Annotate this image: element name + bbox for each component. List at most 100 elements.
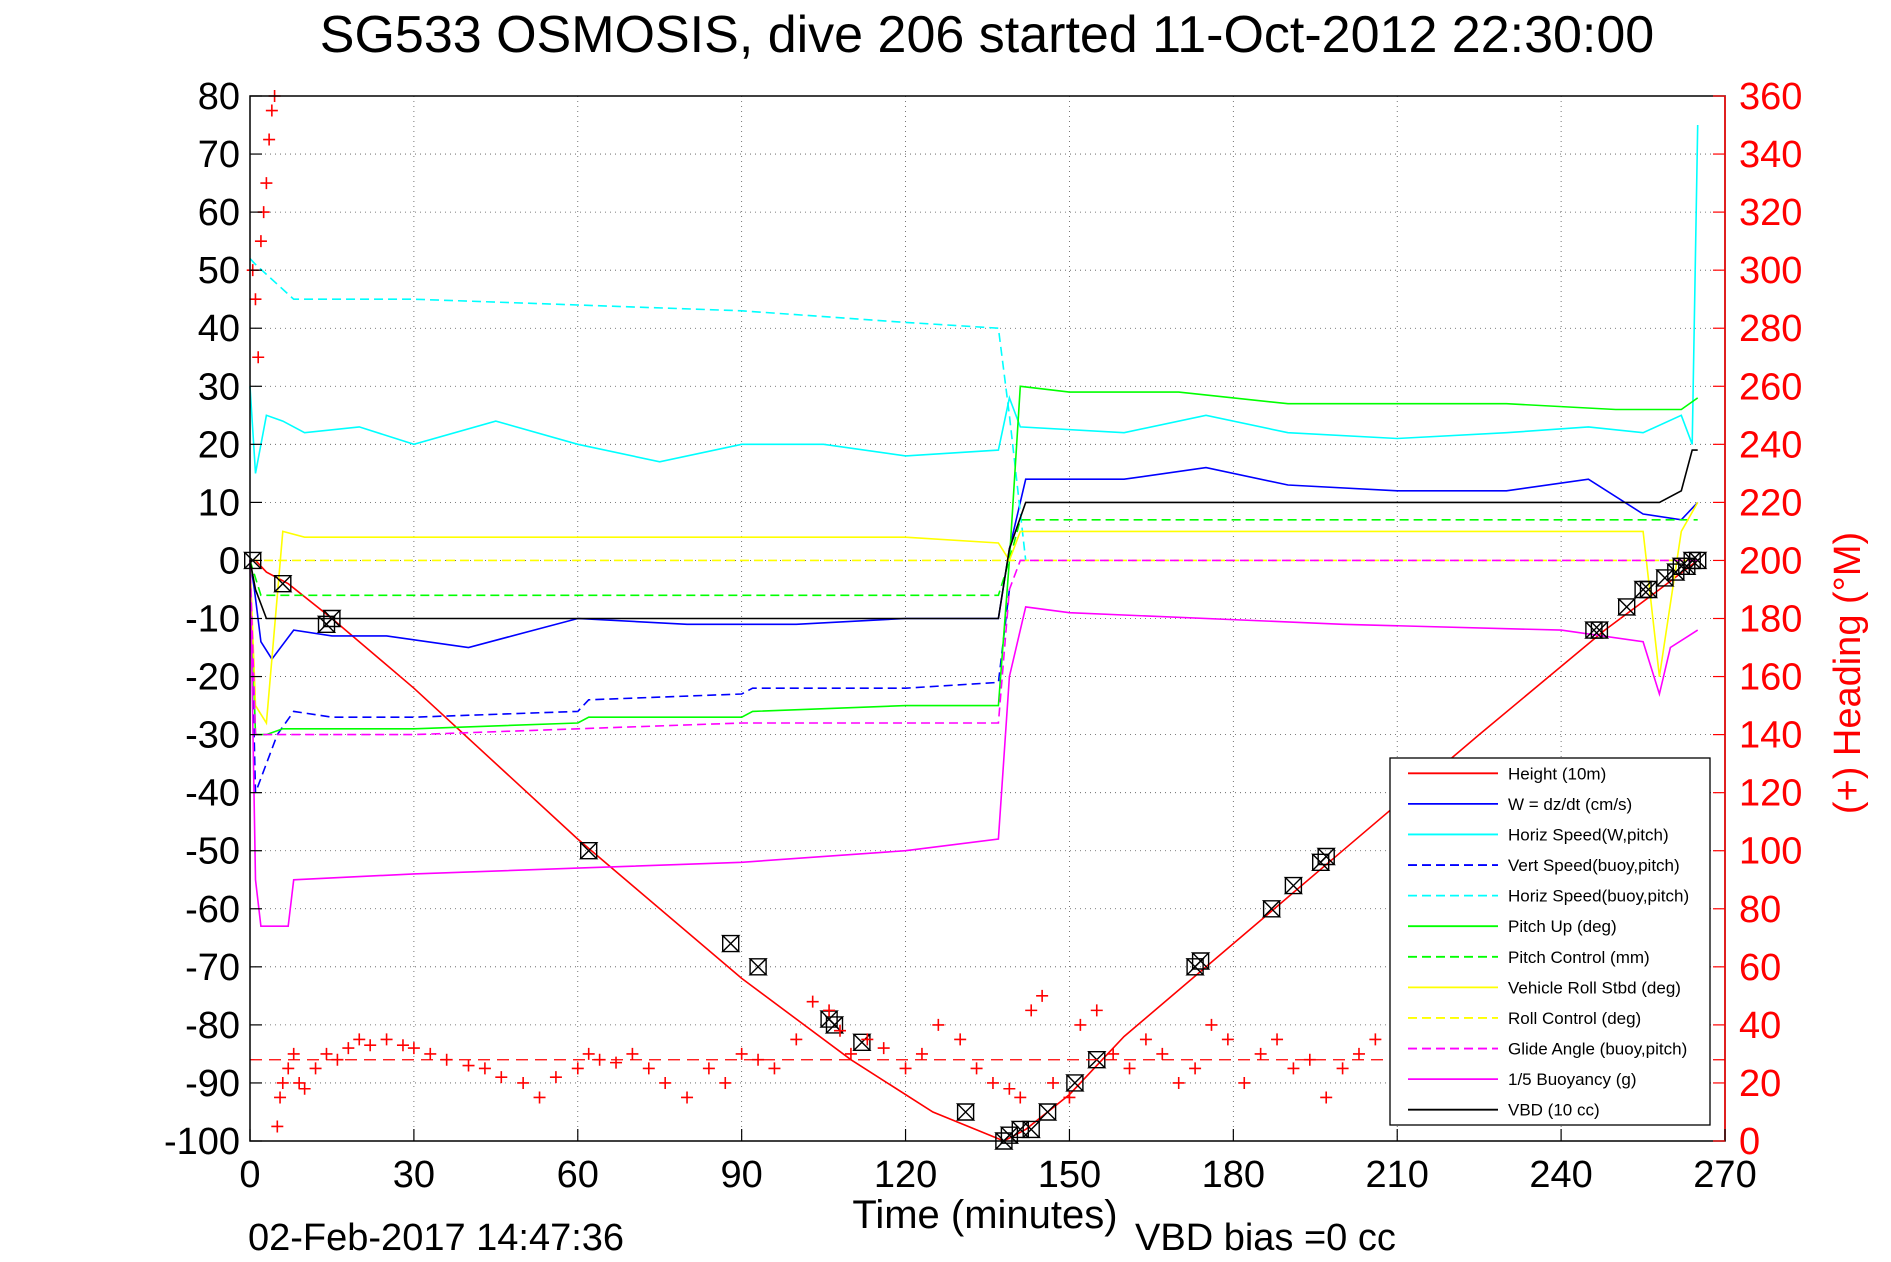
height-marker-glyph bbox=[579, 842, 599, 860]
height-marker-glyph bbox=[1037, 1103, 1058, 1121]
heading-point bbox=[1139, 1033, 1152, 1046]
heading-point bbox=[309, 1062, 322, 1075]
heading-point bbox=[582, 1047, 595, 1060]
height-marker-glyph bbox=[273, 575, 293, 593]
series-line bbox=[249, 449, 1698, 620]
y2-tick-label: 340 bbox=[1739, 134, 1802, 176]
legend-label: VBD (10 cc) bbox=[1508, 1101, 1600, 1120]
legend-label: Glide Angle (buoy,pitch) bbox=[1508, 1040, 1687, 1059]
heading-point bbox=[462, 1059, 475, 1072]
heading-point bbox=[298, 1082, 311, 1095]
heading-point bbox=[790, 1033, 803, 1046]
y-tick-label: -90 bbox=[185, 1063, 240, 1105]
heading-point bbox=[1287, 1062, 1300, 1075]
heading-point bbox=[986, 1076, 999, 1089]
y-tick-label: 70 bbox=[198, 134, 240, 176]
heading-point bbox=[752, 1053, 765, 1066]
heading-point bbox=[407, 1042, 420, 1055]
height-marker-glyph bbox=[955, 1103, 976, 1121]
heading-point bbox=[702, 1062, 715, 1075]
heading-point bbox=[768, 1062, 781, 1075]
heading-point bbox=[1238, 1076, 1251, 1089]
y-tick-label: 60 bbox=[198, 192, 240, 234]
height-marker bbox=[1283, 876, 1304, 895]
heading-point bbox=[1047, 1076, 1060, 1089]
height-marker bbox=[1316, 847, 1336, 866]
x-tick-label: 30 bbox=[393, 1154, 435, 1196]
heading-point bbox=[1172, 1076, 1185, 1089]
heading-point bbox=[320, 1047, 333, 1060]
heading-point bbox=[681, 1091, 694, 1104]
height-marker bbox=[748, 958, 768, 976]
y2-tick-label: 0 bbox=[1739, 1121, 1760, 1163]
series-line bbox=[249, 518, 1698, 597]
heading-point bbox=[593, 1053, 606, 1066]
heading-point bbox=[495, 1071, 508, 1084]
y-tick-label: 50 bbox=[198, 250, 240, 292]
y2-tick-label: 200 bbox=[1739, 540, 1802, 582]
height-marker-glyph bbox=[748, 958, 768, 976]
heading-point bbox=[260, 177, 273, 190]
heading-point bbox=[806, 995, 819, 1008]
legend-label: Vert Speed(buoy,pitch) bbox=[1508, 856, 1680, 875]
legend-label: Vehicle Roll Stbd (deg) bbox=[1508, 978, 1681, 997]
heading-point bbox=[478, 1062, 491, 1075]
height-marker bbox=[1065, 1074, 1085, 1092]
x-tick-label: 90 bbox=[721, 1154, 763, 1196]
height-marker-glyph bbox=[1261, 900, 1282, 918]
series-line bbox=[249, 559, 1698, 736]
series-line bbox=[249, 560, 1699, 928]
heading-point bbox=[899, 1062, 912, 1075]
legend-label: W = dz/dt (cm/s) bbox=[1508, 795, 1632, 814]
heading-point bbox=[263, 133, 276, 146]
series-line bbox=[249, 385, 1699, 736]
height-marker-glyph bbox=[1617, 598, 1637, 616]
heading-point bbox=[659, 1076, 672, 1089]
height-marker-glyph bbox=[1021, 1120, 1041, 1139]
heading-point bbox=[626, 1047, 639, 1060]
x-tick-label: 210 bbox=[1366, 1154, 1429, 1196]
x-tick-label: 270 bbox=[1693, 1154, 1756, 1196]
height-marker-glyph bbox=[1190, 952, 1211, 970]
heading-point bbox=[440, 1053, 453, 1066]
y2-tick-label: 160 bbox=[1739, 657, 1802, 699]
heading-point bbox=[271, 1120, 284, 1133]
height-marker-glyph bbox=[1065, 1074, 1085, 1092]
y2-tick-label: 40 bbox=[1739, 1005, 1781, 1047]
heading-point bbox=[1036, 989, 1049, 1002]
y-tick-label: -50 bbox=[185, 831, 240, 873]
heading-point bbox=[1221, 1033, 1234, 1046]
heading-point bbox=[1074, 1018, 1087, 1031]
heading-point bbox=[424, 1047, 437, 1060]
height-marker-glyph bbox=[721, 934, 741, 953]
height-marker bbox=[1688, 551, 1708, 570]
y2-tick-label: 80 bbox=[1739, 889, 1781, 931]
heading-point bbox=[249, 293, 262, 306]
y-tick-label: 20 bbox=[198, 424, 240, 466]
heading-point bbox=[1107, 1047, 1120, 1060]
y2-tick-label: 360 bbox=[1739, 76, 1802, 118]
heading-point bbox=[834, 1024, 846, 1037]
series-line bbox=[250, 559, 1699, 1142]
heading-point bbox=[1205, 1018, 1218, 1031]
y-tick-label: -60 bbox=[185, 889, 240, 931]
y-tick-label: 10 bbox=[198, 482, 240, 524]
height-marker bbox=[579, 842, 599, 860]
y2-tick-label: 300 bbox=[1739, 250, 1802, 292]
height-marker-glyph bbox=[1316, 847, 1336, 866]
series-line bbox=[249, 124, 1699, 474]
heading-point bbox=[1369, 1033, 1382, 1046]
y2-tick-label: 20 bbox=[1739, 1063, 1781, 1105]
heading-point bbox=[353, 1033, 366, 1046]
height-marker-glyph bbox=[322, 609, 342, 628]
heading-point bbox=[380, 1033, 393, 1046]
heading-point bbox=[1063, 1091, 1076, 1104]
heading-point bbox=[954, 1033, 967, 1046]
heading-point bbox=[364, 1039, 377, 1052]
legend-label: Roll Control (deg) bbox=[1508, 1009, 1641, 1028]
y2-axis-label: (+) Heading (°M) bbox=[1827, 532, 1869, 814]
y-axis-ticks: 80 70 60 50 40 30 20 10 0 -10 -20 -30 -40 -50 -60 -70 -8… bbox=[164, 76, 262, 1163]
y2-tick-label: 100 bbox=[1739, 831, 1802, 873]
y-tick-label: -10 bbox=[185, 599, 240, 641]
